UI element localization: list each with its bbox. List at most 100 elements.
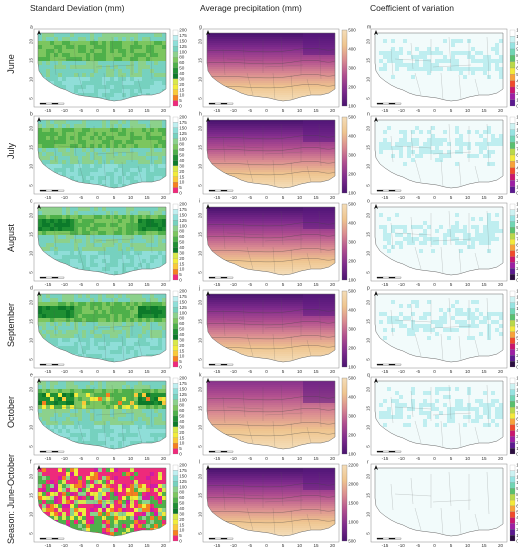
x-tick-label: 15 <box>481 108 487 113</box>
y-tick-label: 20 <box>29 126 34 132</box>
colorbar-label: 30 <box>179 250 185 255</box>
y-tick-label: 20 <box>366 126 371 132</box>
colorbar-swatch <box>509 407 516 414</box>
colorbar-swatch <box>172 269 179 275</box>
x-tick-label: 0 <box>433 195 436 200</box>
colorbar-label: 20 <box>516 353 518 358</box>
scale-bar <box>376 450 402 453</box>
panel-letter: l <box>199 460 200 466</box>
colorbar-label: 100 <box>516 480 518 485</box>
y-tick-label: 20 <box>366 213 371 219</box>
colorbar-label: 120 <box>516 381 518 386</box>
colorbar-label: 20 <box>179 343 185 348</box>
colorbar-swatch <box>509 209 516 216</box>
colorbar-swatch <box>509 470 516 477</box>
x-tick-label: 5 <box>113 543 116 548</box>
x-tick-label: 10 <box>297 282 303 287</box>
x-tick-label: -5 <box>416 369 421 374</box>
colorbar-swatch <box>509 442 516 449</box>
colorbar-swatch <box>509 337 516 344</box>
north-arrow-icon <box>374 117 378 122</box>
colorbar-label: 125 <box>179 392 187 397</box>
colorbar-swatch <box>509 268 516 275</box>
x-tick-label: 5 <box>113 282 116 287</box>
colorbar-label: 100 <box>179 397 187 402</box>
colorbar-swatch <box>509 290 516 297</box>
colorbar-label: 70 <box>516 59 518 64</box>
x-tick-label: -5 <box>416 195 421 200</box>
colorbar-swatch <box>172 318 179 324</box>
colorbar-label: 400 <box>348 395 356 400</box>
colorbar-label: 400 <box>348 47 356 52</box>
colorbar-label: 400 <box>348 221 356 226</box>
x-tick-label: -5 <box>79 108 84 113</box>
colorbar-label: 30 <box>179 337 185 342</box>
x-tick-label: 20 <box>161 195 167 200</box>
y-tick-label: 5 <box>366 271 371 274</box>
y-tick-label: 15 <box>198 58 203 64</box>
colorbar-swatch <box>172 470 179 476</box>
colorbar: 1501201101009080706050403020100 <box>509 376 518 457</box>
y-tick-label: 5 <box>29 532 34 535</box>
x-tick-label: 5 <box>282 369 285 374</box>
map-panel-avg-5: k 5 10 15 20 -15 -10 -5 0 5 10 15 20 500 400 300 200 100 <box>197 373 357 462</box>
colorbar-swatch <box>509 401 516 408</box>
colorbar-label: 500 <box>348 289 356 294</box>
panel-letter: g <box>199 25 202 31</box>
y-tick-label: 20 <box>366 39 371 45</box>
colorbar-label: 100 <box>179 310 187 315</box>
colorbar-label: 40 <box>179 506 185 511</box>
colorbar-label: 80 <box>516 53 518 58</box>
colorbar-swatch <box>509 505 516 512</box>
north-arrow-icon <box>206 30 210 35</box>
x-tick-label: -5 <box>248 369 253 374</box>
x-tick-label: -10 <box>398 195 405 200</box>
colorbar: 1501201101009080706050403020100 <box>509 202 518 283</box>
colorbar-swatch <box>509 296 516 303</box>
colorbar-label: 150 <box>179 386 187 391</box>
panel-letter: e <box>30 373 33 379</box>
colorbar-swatch <box>172 437 179 444</box>
colorbar-label: 70 <box>516 498 518 503</box>
map-panel-cv-1: m5101520-15-10-5051015201201101009080706… <box>365 25 518 114</box>
colorbar-label: 50 <box>179 414 185 419</box>
colorbar-label: 80 <box>516 492 518 497</box>
colorbar-label: 80 <box>516 405 518 410</box>
colorbar-label: 100 <box>516 219 518 224</box>
y-tick-label: 10 <box>198 338 203 344</box>
colorbar-label: 100 <box>348 365 356 370</box>
map-svg: h 5 10 15 20 -15 -10 -5 0 5 10 15 20 500 400 300 200 100 <box>198 112 357 201</box>
colorbar-swatch <box>172 89 179 96</box>
colorbar-swatch <box>172 154 179 161</box>
row-label: October <box>2 373 20 451</box>
colorbar-label: 80 <box>179 55 185 60</box>
colorbar-swatch <box>509 256 516 263</box>
colorbar-label: 50 <box>179 240 185 245</box>
x-tick-label: 20 <box>498 282 504 287</box>
x-tick-label: 5 <box>282 456 285 461</box>
colorbar-swatch <box>172 160 179 166</box>
colorbar-label: 200 <box>179 463 187 468</box>
colorbar-label: 60 <box>179 495 185 500</box>
colorbar-label: 2000 <box>348 482 359 487</box>
colorbar-swatch <box>509 274 516 281</box>
colorbar-swatch <box>509 48 516 56</box>
colorbar-swatch <box>172 214 179 221</box>
colorbar-label: 0 <box>179 452 182 457</box>
colorbar-swatch <box>172 399 179 406</box>
north-arrow-icon <box>37 291 41 296</box>
colorbar-swatch <box>509 93 516 100</box>
panel-letter: o <box>367 199 370 205</box>
colorbar-label: 40 <box>516 254 518 259</box>
colorbar-swatch <box>172 84 179 90</box>
y-tick-label: 15 <box>366 232 371 238</box>
colorbar-swatch <box>172 62 179 69</box>
map-panel-avg-3: i 5 10 15 20 -15 -10 -5 0 5 10 15 20 500 400 300 200 100 <box>197 199 357 288</box>
x-tick-label: 0 <box>96 282 99 287</box>
y-tick-label: 10 <box>198 512 203 518</box>
x-tick-label: -15 <box>382 195 389 200</box>
colorbar-label: 20 <box>516 178 518 183</box>
scale-bar <box>208 363 234 366</box>
colorbar-label: 50 <box>516 422 518 427</box>
